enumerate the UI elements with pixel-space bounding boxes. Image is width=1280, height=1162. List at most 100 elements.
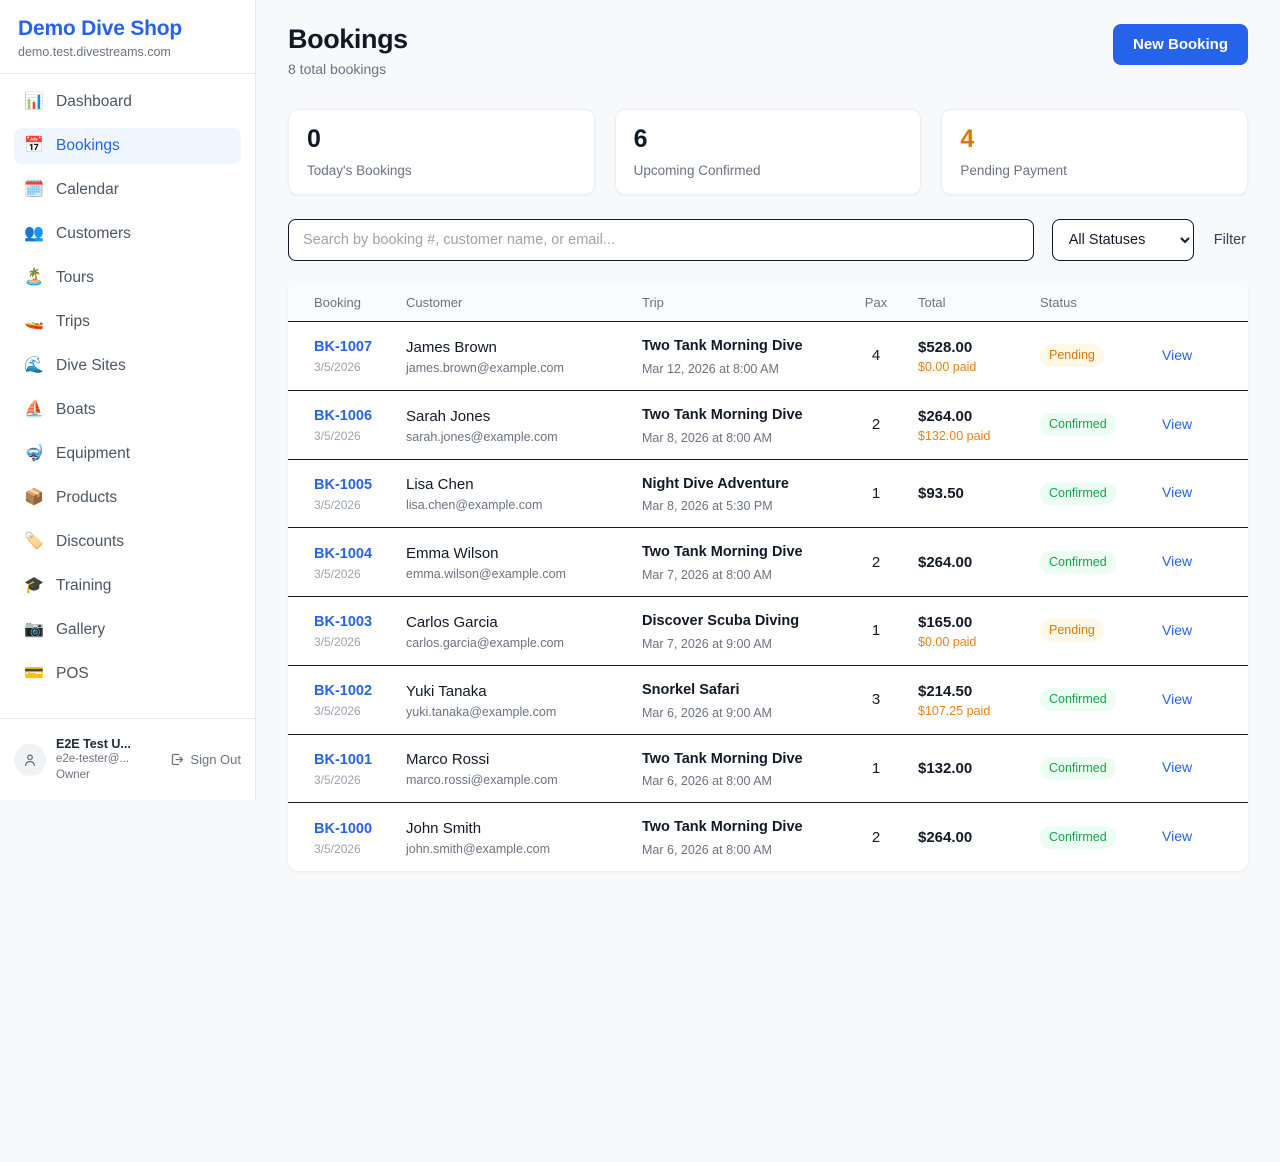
- booking-id-link[interactable]: BK-1007: [314, 339, 373, 356]
- wave-icon: 🌊: [24, 357, 44, 375]
- sidebar-item-customers[interactable]: 👥 Customers: [14, 216, 241, 252]
- customer-name: John Smith: [406, 820, 482, 838]
- customer-email: emma.wilson@example.com: [406, 567, 566, 582]
- cell-trip: Snorkel Safari Mar 6, 2026 at 9:00 AM: [634, 665, 842, 735]
- cell-pax: 2: [842, 390, 910, 460]
- total-amount: $264.00: [918, 553, 973, 571]
- sidebar-item-label: Boats: [56, 401, 96, 419]
- amount-paid: $107.25 paid: [918, 704, 991, 719]
- column-header: Total: [910, 283, 1032, 322]
- booking-id-link[interactable]: BK-1005: [314, 476, 373, 493]
- trip-name: Two Tank Morning Dive: [642, 819, 803, 836]
- sidebar-item-bookings[interactable]: 📅 Bookings: [14, 128, 241, 165]
- sailboat-icon: ⛵: [24, 401, 44, 419]
- view-link[interactable]: View: [1162, 553, 1193, 570]
- cell-actions: View: [1154, 665, 1248, 735]
- sidebar-item-equipment[interactable]: 🤿 Equipment: [14, 436, 241, 472]
- sidebar-item-pos[interactable]: 💳 POS: [14, 656, 241, 692]
- column-header: Booking: [288, 283, 398, 322]
- cell-booking: BK-1006 3/5/2026: [288, 390, 398, 460]
- booking-id-link[interactable]: BK-1000: [314, 820, 373, 837]
- stat-label: Today's Bookings: [307, 162, 412, 178]
- status-badge: Confirmed: [1040, 688, 1116, 712]
- tag-icon: 🏷️: [24, 533, 44, 551]
- amount-paid: $0.00 paid: [918, 360, 977, 375]
- total-amount: $214.50: [918, 683, 973, 701]
- view-link[interactable]: View: [1162, 690, 1193, 707]
- status-badge: Confirmed: [1040, 481, 1116, 505]
- sidebar-item-label: Dive Sites: [56, 357, 126, 375]
- sidebar-item-label: POS: [56, 665, 89, 683]
- cell-total: $264.00 $132.00 paid: [910, 390, 1032, 460]
- cell-pax: 1: [842, 596, 910, 666]
- total-amount: $93.50: [918, 484, 964, 502]
- sidebar-item-label: Trips: [56, 313, 90, 331]
- booking-id-link[interactable]: BK-1001: [314, 751, 373, 768]
- status-filter-select[interactable]: All StatusesPendingConfirmedCancelledCom…: [1051, 219, 1194, 261]
- table-row[interactable]: BK-1000 3/5/2026 John Smith john.smith@exam…: [288, 803, 1248, 871]
- cell-total: $528.00 $0.00 paid: [910, 321, 1032, 391]
- cell-customer: Emma Wilson emma.wilson@example.com: [398, 527, 634, 597]
- booking-id-link[interactable]: BK-1004: [314, 545, 373, 562]
- sidebar-item-dive-sites[interactable]: 🌊 Dive Sites: [14, 348, 241, 384]
- sidebar-item-label: Tours: [56, 269, 94, 287]
- diving-mask-icon: 🤿: [24, 445, 44, 463]
- sidebar-item-products[interactable]: 📦 Products: [14, 480, 241, 516]
- trip-name: Two Tank Morning Dive: [642, 406, 803, 423]
- cell-total: $264.00: [910, 527, 1032, 597]
- island-icon: 🏝️: [24, 269, 44, 287]
- sidebar-item-gallery[interactable]: 📷 Gallery: [14, 612, 241, 648]
- table-row[interactable]: BK-1002 3/5/2026 Yuki Tanaka yuki.tanaka@ex…: [288, 665, 1248, 735]
- sidebar-item-dashboard[interactable]: 📊 Dashboard: [14, 84, 241, 120]
- cell-pax: 2: [871, 828, 881, 846]
- cell-status: Confirmed: [1032, 803, 1154, 871]
- bar-chart-icon: 📊: [24, 93, 44, 111]
- table-row[interactable]: BK-1006 3/5/2026 Sarah Jones sarah.jones@ex…: [288, 390, 1248, 460]
- table-row[interactable]: BK-1001 3/5/2026 Marco Rossi marco.rossi@ex…: [288, 734, 1248, 804]
- view-link[interactable]: View: [1162, 621, 1193, 638]
- new-booking-button[interactable]: New Booking: [1112, 24, 1248, 65]
- sidebar-item-discounts[interactable]: 🏷️ Discounts: [14, 524, 241, 560]
- cell-customer: Lisa Chen lisa.chen@example.com: [398, 459, 634, 529]
- trip-name: Snorkel Safari: [642, 681, 740, 698]
- booking-id-link[interactable]: BK-1006: [314, 408, 373, 425]
- view-link[interactable]: View: [1162, 484, 1193, 501]
- table-row[interactable]: BK-1003 3/5/2026 Carlos Garcia carlos.garci…: [288, 596, 1248, 666]
- sidebar-item-training[interactable]: 🎓 Training: [14, 568, 241, 604]
- sign-out-button[interactable]: Sign Out: [170, 752, 241, 767]
- cell-trip: Discover Scuba Diving Mar 7, 2026 at 9:00…: [634, 596, 842, 666]
- cell-total: $132.00: [910, 734, 1032, 804]
- people-icon: 👥: [24, 225, 44, 243]
- booking-id-link[interactable]: BK-1003: [314, 614, 373, 631]
- cell-customer: Carlos Garcia carlos.garcia@example.com: [398, 596, 634, 666]
- table-row[interactable]: BK-1007 3/5/2026 James Brown james.brown@ex…: [288, 321, 1248, 391]
- table-row[interactable]: BK-1005 3/5/2026 Lisa Chen lisa.chen@exampl…: [288, 459, 1248, 529]
- view-link[interactable]: View: [1162, 828, 1193, 845]
- view-link[interactable]: View: [1162, 759, 1193, 776]
- sidebar-item-tours[interactable]: 🏝️ Tours: [14, 260, 241, 296]
- cell-total: $214.50 $107.25 paid: [910, 665, 1032, 735]
- booking-date: 3/5/2026: [314, 841, 361, 856]
- main-content: Bookings 8 total bookings New Booking 0 T…: [256, 0, 1280, 1162]
- view-link[interactable]: View: [1162, 415, 1193, 432]
- cell-booking: BK-1005 3/5/2026: [288, 459, 398, 529]
- cell-booking: BK-1001 3/5/2026: [288, 734, 398, 804]
- status-badge: Pending: [1040, 619, 1104, 643]
- cell-booking: BK-1000 3/5/2026: [288, 803, 398, 871]
- booking-id-link[interactable]: BK-1002: [314, 683, 373, 700]
- view-link[interactable]: View: [1162, 346, 1193, 363]
- filter-button[interactable]: Filter: [1212, 228, 1248, 252]
- status-badge: Confirmed: [1040, 413, 1116, 437]
- search-input[interactable]: [288, 219, 1034, 261]
- table-row[interactable]: BK-1004 3/5/2026 Emma Wilson emma.wilson@ex…: [288, 527, 1248, 597]
- sidebar-item-calendar[interactable]: 🗓️ Calendar: [14, 172, 241, 208]
- cell-actions: View: [1154, 459, 1248, 529]
- cell-status: Pending: [1032, 596, 1154, 666]
- customer-email: james.brown@example.com: [406, 360, 564, 375]
- booking-date: 3/5/2026: [314, 704, 361, 719]
- sidebar-item-boats[interactable]: ⛵ Boats: [14, 392, 241, 428]
- sidebar-item-trips[interactable]: 🚤 Trips: [14, 304, 241, 340]
- cell-booking: BK-1002 3/5/2026: [288, 665, 398, 735]
- stats-row: 0 Today's Bookings 6 Upcoming Confirmed 4 Pen…: [288, 109, 1249, 195]
- graduation-icon: 🎓: [24, 577, 44, 595]
